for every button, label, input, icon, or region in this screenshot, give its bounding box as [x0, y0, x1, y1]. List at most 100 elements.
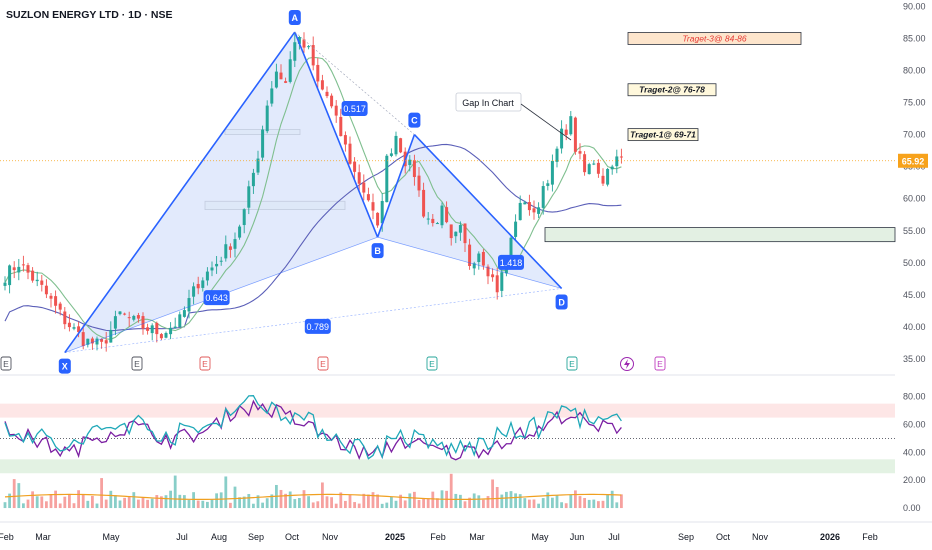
- volume-bar: [422, 498, 425, 509]
- time-axis-tick: Oct: [716, 532, 731, 542]
- volume-bar: [431, 491, 435, 509]
- time-axis-tick: 2026: [820, 532, 840, 542]
- earnings-marker-label: E: [657, 359, 663, 369]
- candle-body: [224, 244, 228, 259]
- volume-bar: [146, 499, 149, 509]
- candle-body: [431, 218, 435, 224]
- candle-body: [261, 129, 265, 158]
- candle-body: [596, 162, 600, 174]
- volume-bar: [178, 494, 182, 509]
- candle-body: [113, 316, 117, 329]
- pattern-point-label: X: [62, 362, 68, 372]
- target-box: [627, 83, 717, 97]
- price-axis-tick: 80.00: [903, 66, 926, 76]
- candle-body: [178, 314, 182, 328]
- volume-bar: [505, 491, 508, 509]
- oscillator-axis-tick: 20.00: [903, 475, 926, 485]
- candle-body: [366, 194, 370, 201]
- candle-body: [132, 315, 136, 320]
- volume-bar: [247, 494, 251, 509]
- volume-bar: [477, 495, 481, 509]
- volume-bar: [123, 497, 126, 509]
- earnings-marker-label: E: [202, 359, 208, 369]
- volume-bar: [256, 495, 260, 509]
- oscillator-axis-tick: 40.00: [903, 447, 926, 457]
- candle-body: [458, 225, 462, 233]
- candle-body: [477, 253, 481, 263]
- oscillator-axis-tick: 80.00: [903, 392, 926, 402]
- volume-bar: [233, 486, 237, 509]
- earnings-marker-label: E: [3, 359, 9, 369]
- candle-body: [187, 298, 191, 312]
- candle-body: [592, 163, 596, 165]
- oscillator-axis-tick: 60.00: [903, 420, 926, 430]
- volume-bar: [219, 492, 223, 509]
- volume-bar: [449, 473, 453, 509]
- candle-body: [573, 117, 577, 152]
- volume-bar: [615, 502, 619, 509]
- candle-body: [293, 42, 297, 61]
- volume-bar: [242, 496, 246, 509]
- volume-bar: [523, 498, 527, 509]
- annotation-arrow: [520, 103, 572, 141]
- volume-bar: [307, 496, 310, 509]
- candle-body: [320, 80, 324, 90]
- candle-body: [297, 37, 301, 44]
- price-axis-tick: 90.00: [903, 1, 926, 11]
- target-label: Traget-1@ 69-71: [630, 130, 696, 140]
- candle-body: [311, 45, 315, 66]
- volume-bar: [394, 500, 398, 509]
- volume-bar: [321, 482, 324, 509]
- candle-body: [77, 326, 81, 333]
- volume-bar: [196, 500, 200, 509]
- volume-bar: [95, 503, 99, 509]
- candle-body: [514, 221, 518, 237]
- volume-bar: [316, 501, 320, 509]
- candle-body: [251, 172, 255, 187]
- price-axis-tick: 50.00: [903, 258, 926, 268]
- volume-bar: [302, 490, 306, 509]
- ratio-label-box: [341, 100, 368, 116]
- candle-body: [8, 265, 12, 286]
- earnings-marker-label: E: [134, 359, 140, 369]
- price-axis-tick: 45.00: [903, 290, 926, 300]
- volume-bar: [150, 498, 154, 509]
- ratio-label: 0.789: [307, 322, 330, 332]
- volume-bar: [183, 495, 186, 509]
- candle-body: [155, 322, 159, 335]
- volume-bar: [500, 494, 504, 509]
- ratio-label-box: [498, 254, 524, 270]
- volume-bar: [459, 494, 462, 509]
- volume-bar: [592, 499, 596, 509]
- volume-bar: [201, 500, 205, 509]
- earnings-marker: [566, 356, 578, 371]
- candle-body: [169, 327, 173, 335]
- candle-body: [90, 338, 94, 344]
- candle-body: [445, 207, 449, 223]
- current-price-value: 65.92: [902, 156, 925, 166]
- volume-bar: [293, 499, 297, 509]
- candle-body: [118, 311, 122, 315]
- candle-body: [95, 338, 99, 345]
- price-axis-tick: 70.00: [903, 130, 926, 140]
- candle-body: [205, 271, 209, 281]
- volume-bar: [224, 476, 228, 509]
- current-price-tag: [898, 153, 928, 168]
- time-axis-tick: Sep: [248, 532, 264, 542]
- volume-bar: [380, 503, 384, 509]
- candle-body: [238, 226, 242, 238]
- candle-body: [569, 116, 573, 135]
- volume-bar: [330, 497, 333, 509]
- volume-bar: [597, 501, 600, 509]
- time-axis-tick: Feb: [430, 532, 446, 542]
- target-box: [627, 128, 699, 142]
- earnings-marker: [131, 356, 143, 371]
- earnings-marker: [0, 356, 12, 371]
- candle-body: [376, 212, 380, 226]
- candle-body: [63, 311, 67, 325]
- candle-body: [49, 295, 53, 299]
- pattern-point-marker: [288, 10, 301, 26]
- volume-bar: [601, 500, 605, 509]
- volume-bar: [463, 501, 467, 509]
